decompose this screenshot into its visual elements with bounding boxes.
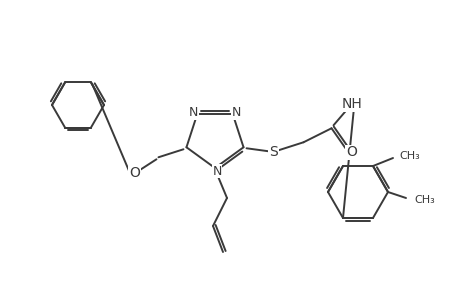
Text: N: N: [231, 106, 241, 119]
Text: CH₃: CH₃: [413, 195, 434, 205]
Text: N: N: [188, 106, 198, 119]
Text: NH: NH: [341, 97, 361, 111]
Text: S: S: [269, 145, 277, 159]
Text: CH₃: CH₃: [398, 151, 419, 161]
Text: N: N: [212, 164, 221, 178]
Text: O: O: [345, 145, 356, 159]
Text: O: O: [129, 166, 140, 180]
